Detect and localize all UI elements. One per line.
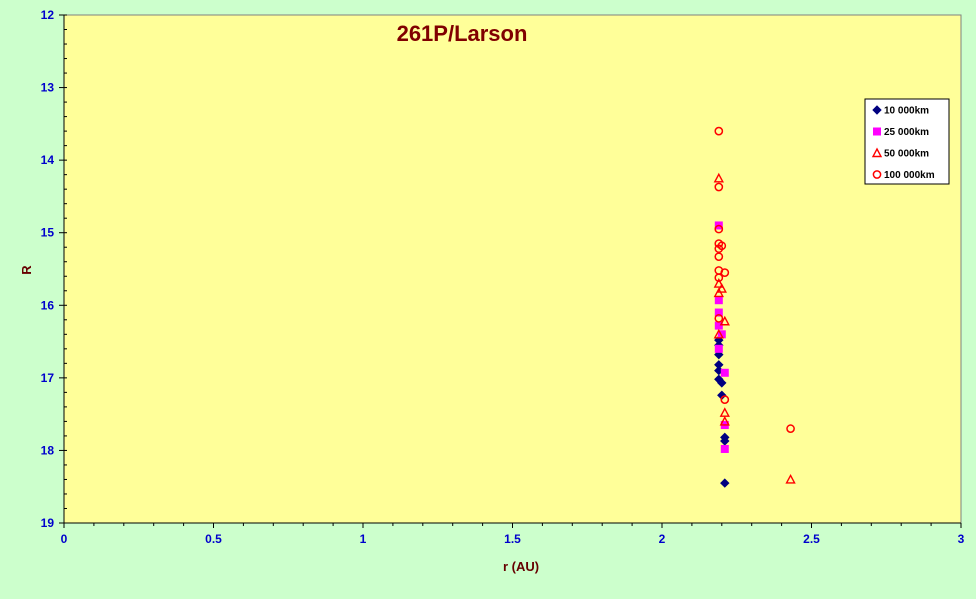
data-point-25000km (720, 368, 729, 377)
y-axis-title: R (19, 265, 34, 275)
data-point-50000km (713, 278, 724, 288)
data-point-10000km (717, 378, 727, 388)
y-tick-label: 18 (41, 443, 55, 457)
data-point-100000km (714, 224, 724, 234)
y-ticks: 12 13 14 15 16 17 18 19 (41, 8, 64, 530)
data-point-50000km (785, 473, 796, 484)
data-point-50000km (713, 287, 724, 298)
x-tick-label: 2.5 (803, 532, 820, 546)
legend-label: 10 000km (884, 106, 929, 117)
legend-label: 50 000km (884, 149, 929, 160)
legend-items: 10 000km 25 000km 50 000km 100 000km (871, 105, 935, 181)
y-tick-label: 15 (41, 226, 55, 240)
plot-area (63, 14, 962, 524)
y-tick-label: 16 (41, 298, 55, 312)
x-tick-label: 0.5 (205, 532, 222, 546)
x-ticks: 0 0.5 1 1.5 2 2.5 3 (61, 523, 965, 546)
legend-marker (872, 170, 882, 179)
data-point-100000km (714, 126, 724, 136)
data-point-10000km (720, 478, 730, 488)
data-point-25000km (714, 344, 723, 353)
data-point-25000km (714, 296, 723, 305)
x-tick-label: 2 (659, 532, 666, 546)
legend-box (864, 98, 950, 185)
data-point-100000km (720, 395, 730, 404)
y-tick-label: 17 (41, 371, 55, 385)
x-axis-title: r (AU) (503, 559, 539, 574)
x-tick-label: 0 (61, 532, 68, 546)
data-point-100000km (720, 268, 730, 277)
data-point-100000km (714, 252, 724, 262)
y-tick-label: 14 (41, 153, 55, 167)
legend-label: 25 000km (884, 127, 929, 138)
x-tick-label: 1 (360, 532, 367, 546)
legend-label: 100 000km (884, 170, 935, 181)
data-point-25000km (720, 444, 729, 453)
data-point-100000km (786, 424, 795, 434)
legend-marker (872, 105, 882, 115)
x-tick-label: 3 (958, 532, 965, 546)
chart-title: 261P/Larson (397, 21, 528, 46)
data-point-100000km (714, 273, 724, 283)
data-point-25000km (714, 308, 723, 317)
data-point-50000km (719, 415, 730, 426)
data-point-50000km (713, 328, 724, 339)
data-point-100000km (714, 244, 724, 254)
y-tick-label: 12 (41, 8, 55, 22)
x-tick-label: 1.5 (504, 532, 521, 546)
data-point-100000km (714, 182, 724, 192)
legend-marker (871, 147, 883, 158)
data-point-50000km (716, 283, 727, 293)
legend: 10 000km 25 000km 50 000km 100 000km (864, 98, 950, 185)
data-point-50000km (713, 172, 724, 183)
data-point-100000km (714, 313, 724, 323)
y-tick-label: 13 (41, 81, 55, 95)
data-point-50000km (719, 315, 730, 326)
legend-marker (873, 127, 881, 136)
y-tick-label: 19 (41, 516, 55, 530)
data-points (713, 126, 796, 488)
